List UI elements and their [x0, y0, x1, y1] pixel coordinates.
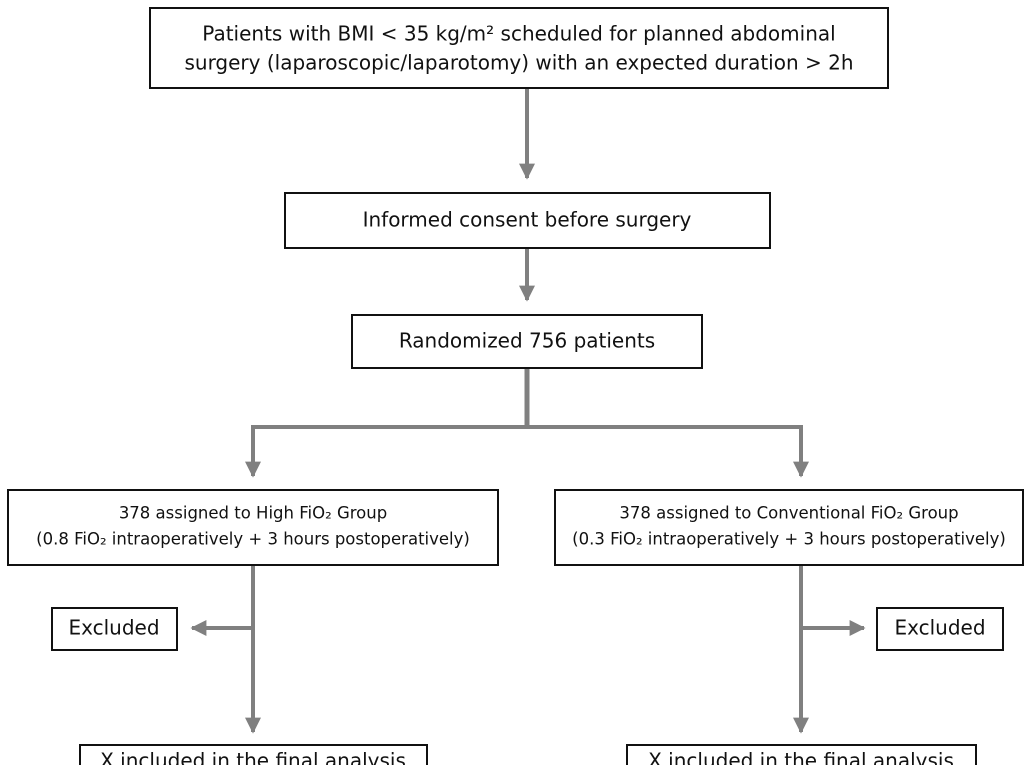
box [554, 489, 1024, 566]
box-text: Excluded [894, 616, 985, 640]
box-text: (0.8 FiO₂ intraoperatively + 3 hours pos… [36, 530, 470, 549]
box [284, 192, 771, 249]
box-text: 378 assigned to Conventional FiO₂ Group [619, 504, 958, 523]
box-text: (0.3 FiO₂ intraoperatively + 3 hours pos… [572, 530, 1006, 549]
box-text: X included in the final analysis [100, 749, 406, 765]
box [79, 744, 428, 765]
box-text: 378 assigned to High FiO₂ Group [119, 504, 387, 523]
box-text: surgery (laparoscopic/laparotomy) with a… [184, 51, 853, 75]
box [876, 607, 1004, 651]
box-text: Patients with BMI < 35 kg/m² scheduled f… [202, 22, 835, 46]
box [351, 314, 703, 369]
box-text: X included in the final analysis [648, 749, 954, 765]
box [626, 744, 977, 765]
box-text: Informed consent before surgery [363, 208, 692, 232]
box [149, 7, 889, 89]
box [7, 489, 499, 566]
box-text: Excluded [68, 616, 159, 640]
box-text: Randomized 756 patients [399, 329, 655, 353]
box [51, 607, 178, 651]
